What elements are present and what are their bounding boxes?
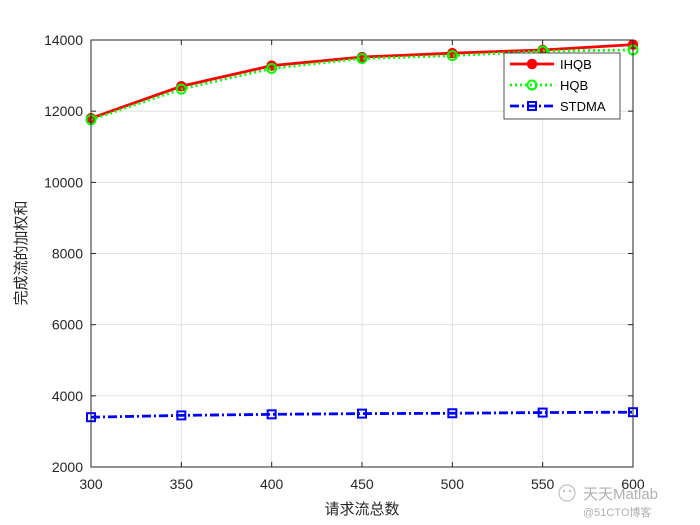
data-point (446, 50, 458, 62)
data-point (537, 407, 548, 418)
y-tick-label: 6000 (52, 317, 83, 333)
y-tick-label: 4000 (52, 388, 83, 404)
data-point (357, 408, 367, 419)
watermark-site: @51CTO博客 (583, 505, 651, 519)
data-point (176, 410, 187, 421)
y-tick-label: 10000 (44, 174, 83, 190)
x-axis-ticks: 300 350 400 450 500 550 600 (79, 40, 645, 492)
y-tick-label: 8000 (52, 246, 83, 262)
legend-label: HQB (560, 78, 588, 93)
y-axis-label: 完成流的加权和 (12, 200, 30, 305)
x-tick-label: 600 (621, 476, 645, 492)
x-tick-label: 550 (531, 476, 555, 492)
wechat-icon-dot (562, 489, 566, 493)
data-point (526, 58, 538, 70)
data-point (175, 83, 187, 95)
series-hqb (85, 44, 639, 126)
wechat-icon-dot (568, 489, 572, 493)
legend-label: IHQB (560, 57, 592, 72)
legend: IHQB HQB STDMA (503, 52, 621, 120)
y-axis-ticks: 2000 4000 6000 8000 10000 12000 14000 (44, 32, 633, 475)
x-tick-label: 350 (170, 476, 194, 492)
data-point (356, 53, 368, 65)
data-point (527, 101, 537, 111)
watermark-brand: 天天Matlab (583, 486, 658, 503)
y-tick-label: 12000 (44, 103, 83, 119)
y-tick-label: 2000 (52, 459, 83, 475)
data-point (526, 79, 538, 91)
data-point (266, 409, 277, 420)
data-point (447, 408, 458, 419)
series-line (90, 48, 634, 122)
series-line (90, 410, 634, 419)
wechat-icon (558, 484, 576, 502)
data-point (266, 62, 278, 74)
legend-label: STDMA (560, 99, 606, 114)
watermark: 天天Matlab @51CTO博客 (558, 484, 658, 519)
x-tick-label: 300 (79, 476, 103, 492)
x-axis-label: 请求流总数 (324, 500, 399, 518)
x-tick-label: 450 (350, 476, 374, 492)
x-tick-label: 500 (441, 476, 465, 492)
y-tick-label: 14000 (44, 32, 83, 48)
x-tick-label: 400 (260, 476, 284, 492)
